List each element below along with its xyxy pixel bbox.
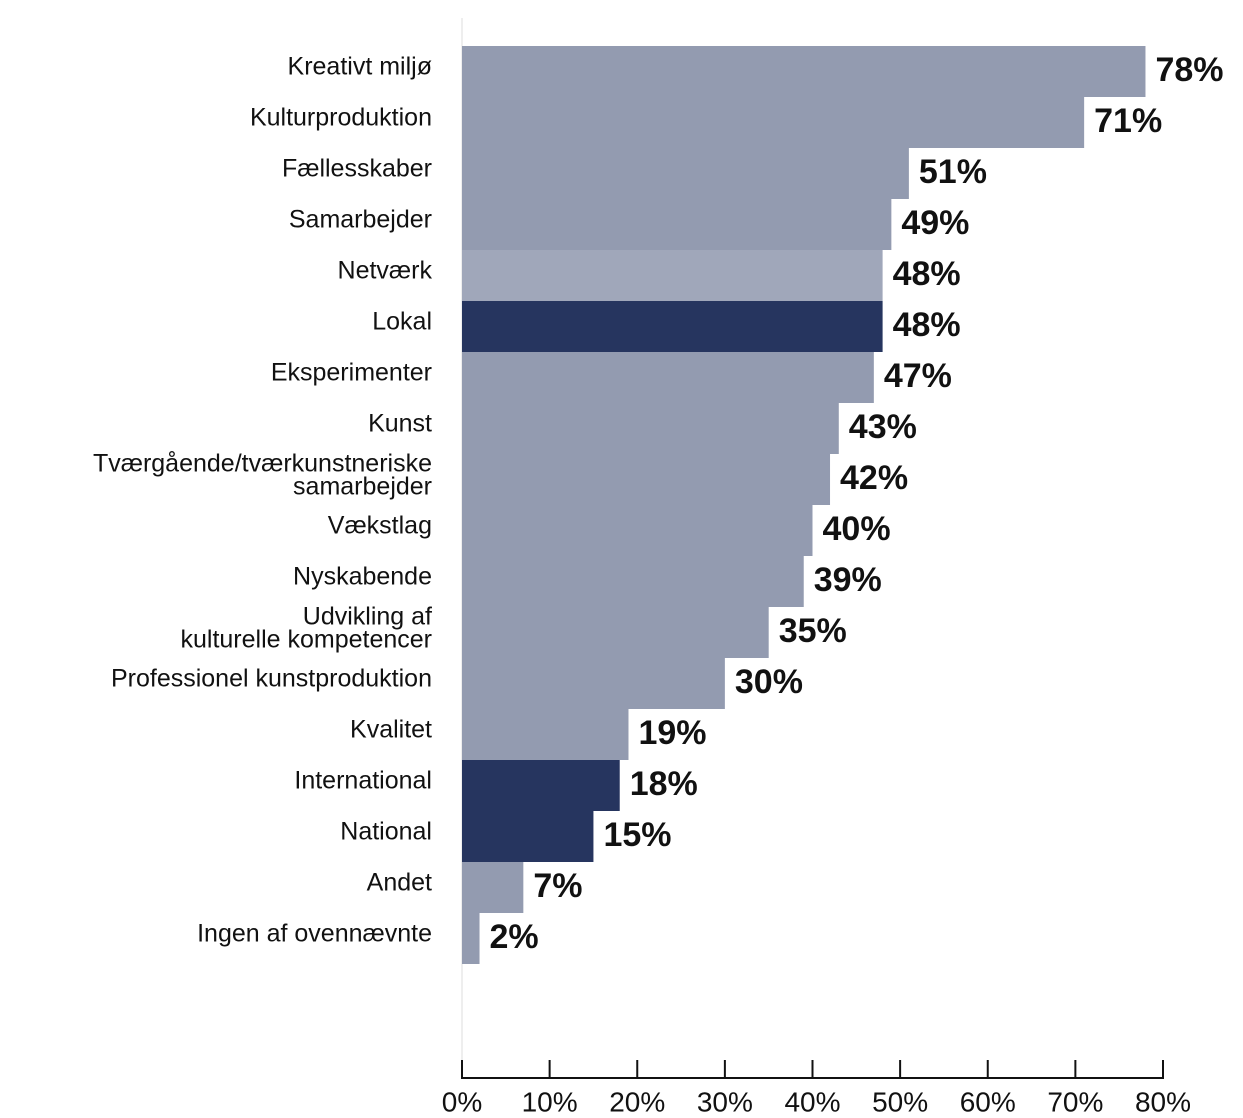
value-label-bg	[839, 454, 930, 458]
x-tick-label: 10%	[522, 1086, 578, 1117]
category-label: Vækstlag	[328, 512, 432, 540]
category-label: Tværgående/tværkunstneriske samarbejder	[93, 449, 432, 500]
value-label-bg	[725, 709, 816, 713]
x-tick-label: 80%	[1135, 1086, 1191, 1117]
value-label-bg	[831, 505, 922, 509]
value-label: 47%	[884, 357, 952, 395]
bar	[462, 250, 883, 301]
category-label: Kvalitet	[350, 716, 432, 744]
value-label: 42%	[840, 459, 908, 497]
value-label: 7%	[533, 867, 582, 905]
category-label: Professionel kunstproduktion	[111, 665, 432, 693]
category-label: Kreativt miljø	[288, 53, 432, 81]
x-tick-label: 40%	[784, 1086, 840, 1117]
bar	[462, 607, 769, 658]
value-label-bg	[892, 250, 983, 254]
value-label-bg	[620, 811, 711, 815]
category-label: Kulturproduktion	[250, 104, 432, 132]
value-label: 78%	[1155, 51, 1223, 89]
value-label-bg	[883, 301, 974, 305]
value-label: 43%	[849, 408, 917, 446]
value-label-bg	[874, 403, 965, 407]
value-label-bg	[909, 199, 1000, 203]
value-label: 49%	[901, 204, 969, 242]
value-label-bg	[813, 556, 904, 560]
bar	[462, 862, 524, 913]
value-label-bg	[629, 760, 720, 764]
value-label: 15%	[603, 816, 671, 854]
value-label: 30%	[735, 663, 803, 701]
category-label: Lokal	[372, 308, 432, 336]
bar	[462, 913, 480, 964]
category-label: National	[340, 818, 432, 846]
value-label: 71%	[1094, 102, 1162, 140]
bar	[462, 352, 874, 403]
value-label-bg	[769, 658, 860, 662]
bar	[462, 709, 629, 760]
value-label-bg	[480, 964, 571, 968]
value-label: 40%	[823, 510, 891, 548]
bar	[462, 199, 892, 250]
category-label: Samarbejder	[289, 206, 432, 234]
x-tick-label: 50%	[872, 1086, 928, 1117]
bar	[462, 505, 813, 556]
x-tick-label: 20%	[609, 1086, 665, 1117]
bar	[462, 301, 883, 352]
category-label: Nyskabende	[293, 563, 432, 591]
value-label: 35%	[779, 612, 847, 650]
value-label-bg	[883, 352, 974, 356]
bar	[462, 148, 909, 199]
value-label: 2%	[490, 918, 539, 956]
category-label: Ingen af ovennævnte	[197, 920, 432, 948]
value-label-bg	[1085, 148, 1176, 152]
bar	[462, 46, 1146, 97]
category-label: Udvikling af kulturelle kompetencer	[180, 602, 432, 653]
bar	[462, 556, 804, 607]
value-label-bg	[594, 862, 685, 866]
category-label: International	[294, 767, 432, 795]
bar	[462, 454, 831, 505]
value-label: 48%	[893, 306, 961, 344]
value-label: 19%	[638, 714, 706, 752]
bar	[462, 811, 594, 862]
category-label: Netværk	[338, 257, 433, 285]
x-tick-label: 60%	[960, 1086, 1016, 1117]
value-label-bg	[804, 607, 895, 611]
category-label: Fællesskaber	[282, 155, 432, 183]
category-label: Eksperimenter	[271, 359, 432, 387]
value-label: 51%	[919, 153, 987, 191]
x-tick-label: 70%	[1047, 1086, 1103, 1117]
bar	[462, 760, 620, 811]
value-label: 48%	[893, 255, 961, 293]
bar	[462, 97, 1085, 148]
x-tick-label: 30%	[697, 1086, 753, 1117]
x-tick-label: 0%	[442, 1086, 482, 1117]
bar	[462, 403, 839, 454]
value-label-bg	[524, 913, 615, 917]
value-label: 39%	[814, 561, 882, 599]
bar	[462, 658, 725, 709]
value-label: 18%	[630, 765, 698, 803]
value-label-bg	[1146, 97, 1237, 101]
category-label: Andet	[367, 869, 432, 897]
category-label: Kunst	[368, 410, 432, 438]
